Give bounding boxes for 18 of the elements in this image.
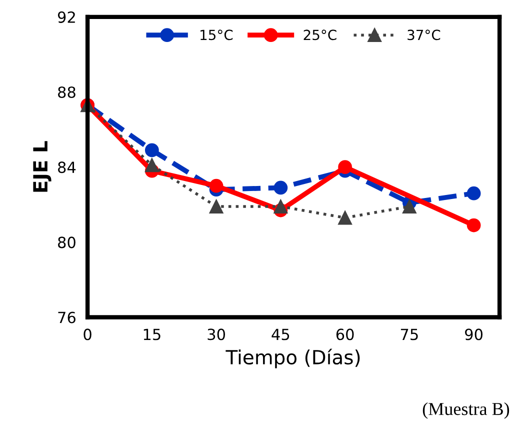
legend-label: 25°C — [304, 30, 336, 40]
y-tick-label: 76 — [58, 312, 76, 324]
y-tick-label: 84 — [58, 162, 76, 174]
y-tick-label: 88 — [58, 86, 76, 98]
y-tick-label: 80 — [58, 236, 76, 248]
legend-label: 15°C — [200, 30, 233, 40]
x-tick-label: 0 — [84, 328, 92, 340]
x-tick-label: 15 — [144, 328, 160, 340]
y-axis-title: EJE L — [33, 141, 52, 192]
x-tick-label: 75 — [400, 328, 418, 340]
y-tick-label: 92 — [58, 11, 75, 23]
x-axis-title: Tiempo (Días) — [226, 348, 360, 368]
text: (Muestra B) — [422, 402, 510, 419]
x-tick-label: 60 — [336, 328, 354, 340]
x-tick-label: 45 — [272, 328, 290, 340]
legend-label: 37°C — [408, 30, 440, 40]
x-tick-label: 90 — [465, 328, 483, 340]
x-tick-label: 30 — [208, 328, 226, 340]
